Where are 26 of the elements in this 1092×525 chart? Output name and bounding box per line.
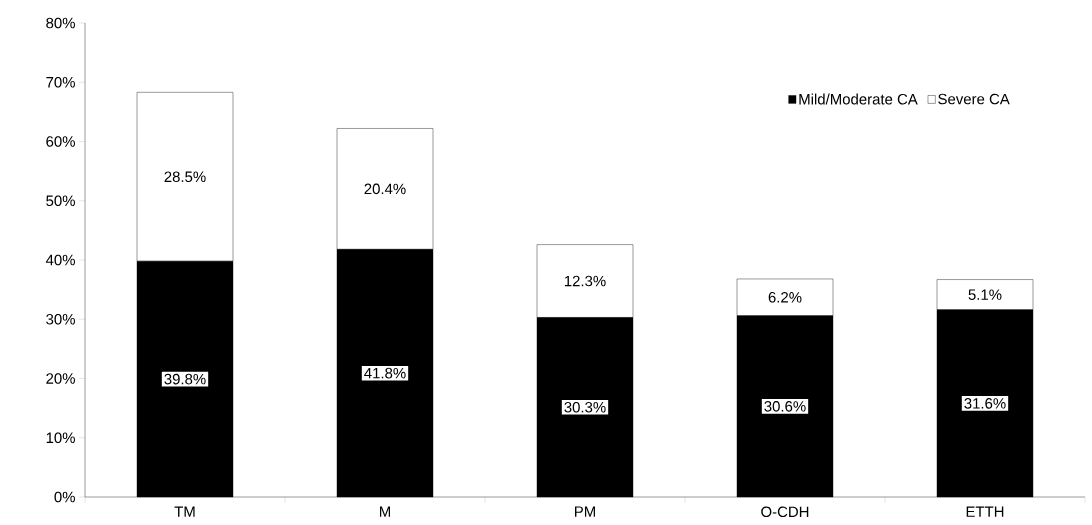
y-tick-label: 20% xyxy=(46,373,75,384)
data-label: 41.8% xyxy=(364,367,406,379)
y-tick-label: 10% xyxy=(46,432,75,444)
y-tick-label: 0% xyxy=(54,491,75,503)
y-tick-label: 40% xyxy=(45,254,75,266)
x-tick-label: O-CDH xyxy=(761,506,809,518)
y-tick-label: 50% xyxy=(46,195,75,207)
legend-label: Severe CA xyxy=(938,93,1010,105)
data-label: 39.8% xyxy=(164,373,206,385)
data-label: 31.6% xyxy=(964,398,1006,409)
data-label: 28.5% xyxy=(164,171,206,183)
legend-label: Mild/Moderate CA xyxy=(799,93,918,105)
x-tick-label: ETTH xyxy=(966,506,1004,517)
data-label: 6.2% xyxy=(768,292,802,303)
y-tick-label: 70% xyxy=(46,76,75,88)
data-label: 30.6% xyxy=(764,401,806,412)
x-tick-label: PM xyxy=(575,506,595,517)
x-tick-label: TM xyxy=(174,506,195,517)
y-tick-label: 30% xyxy=(46,313,75,325)
data-label: 30.3% xyxy=(564,401,606,413)
data-label: 12.3% xyxy=(564,275,606,287)
data-label: 20.4% xyxy=(364,183,406,195)
data-label: 5.1% xyxy=(968,289,1002,300)
y-tick-label: 60% xyxy=(46,136,75,147)
y-tick-label: 80% xyxy=(46,17,75,29)
x-tick-label: M xyxy=(379,506,390,517)
